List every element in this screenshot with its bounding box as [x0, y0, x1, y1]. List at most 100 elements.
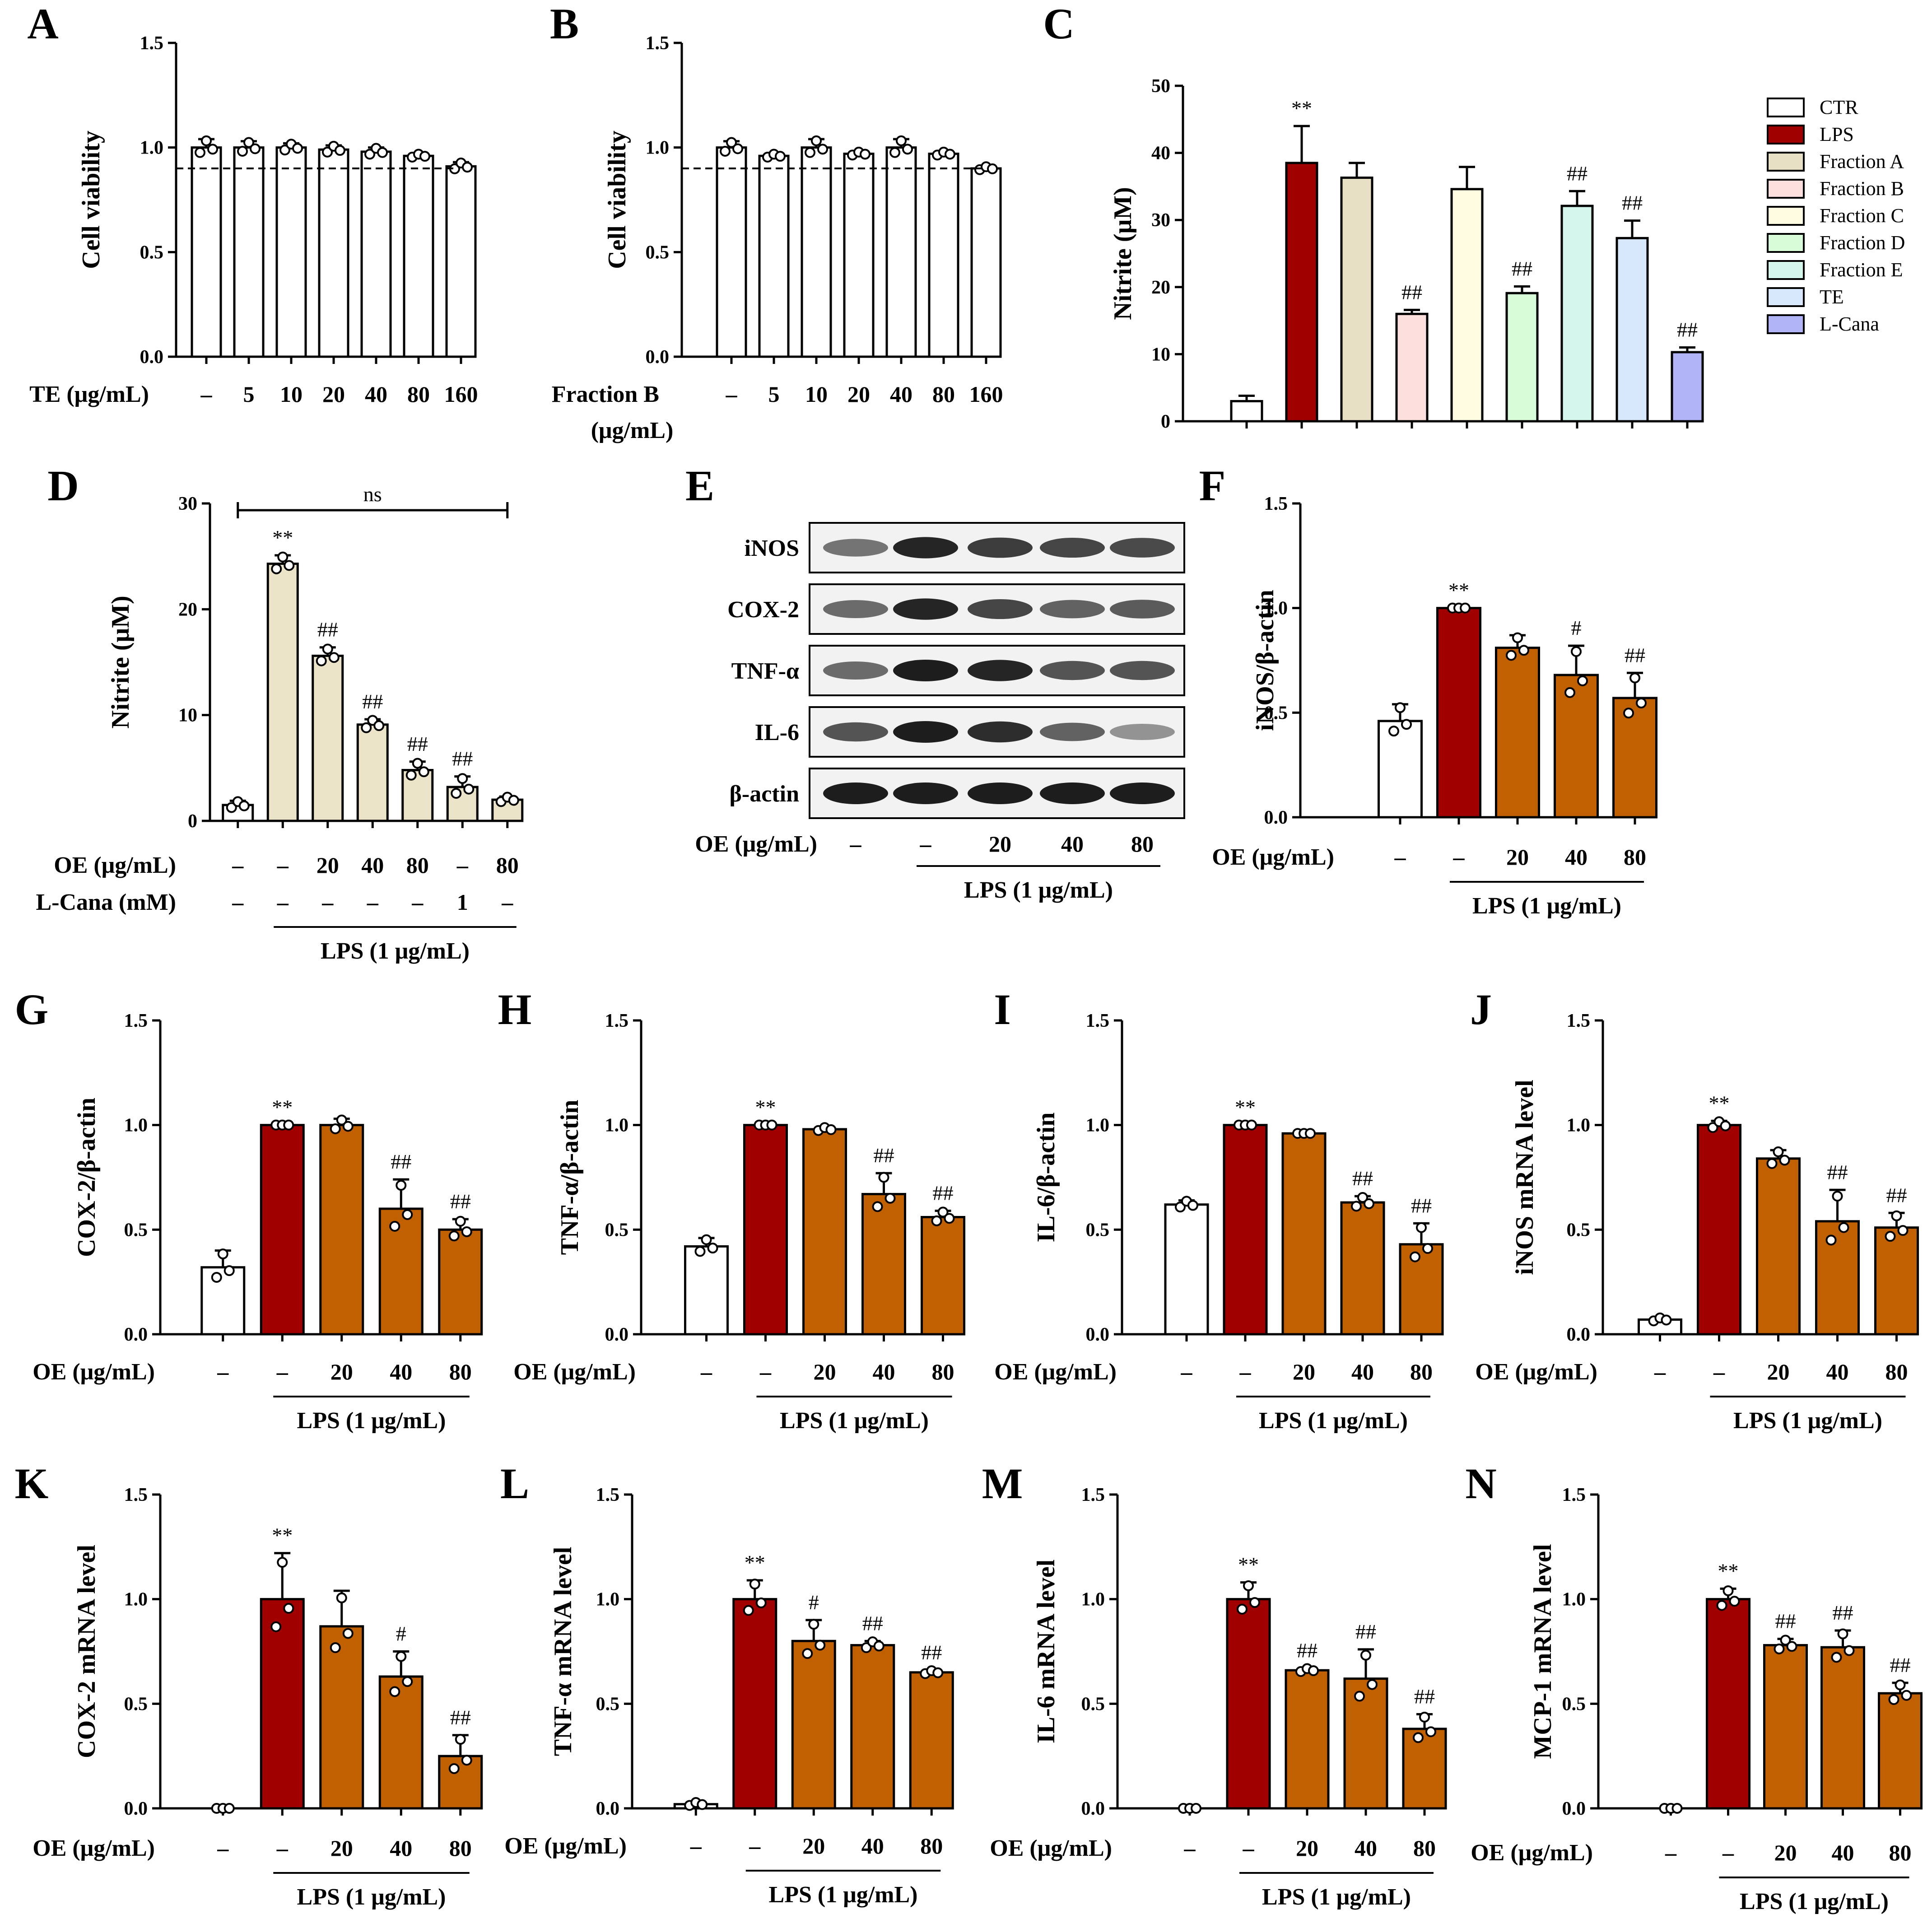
bar-B-6: [970, 167, 1002, 358]
data-point-G: [402, 1209, 413, 1220]
y-tick-label-H: 0.5: [605, 1220, 629, 1240]
x-tick-label-B: 40: [890, 382, 912, 407]
data-point-L: [808, 1619, 819, 1630]
data-point-H: [872, 1201, 883, 1212]
x-row-label-H: OE (μg/mL): [513, 1359, 636, 1385]
data-point-M: [1249, 1597, 1260, 1608]
x-tick-label-2-D: –: [277, 889, 289, 915]
x-tick-label-I: 40: [1351, 1359, 1374, 1384]
bar-A-5: [403, 154, 434, 358]
y-tick-label-F: 0.0: [1264, 807, 1288, 828]
x-row-label-2-B: (μg/mL): [591, 418, 674, 443]
blot-row-label: TNF-α: [731, 658, 799, 684]
x-tick-label-B: 5: [768, 382, 780, 407]
x-tick-label-H: –: [700, 1359, 712, 1384]
x-tick-label-N: –: [1665, 1840, 1677, 1865]
bar-D-2: [312, 654, 344, 822]
y-axis-title-F: iNOS/β-actin: [1251, 590, 1279, 731]
x-tick-label-L: –: [690, 1833, 702, 1858]
x-tick-label-M: 20: [1296, 1835, 1318, 1861]
x-tick-label-D: –: [232, 852, 244, 878]
data-point-D: [412, 758, 423, 769]
x-tick-label-H: 20: [814, 1359, 836, 1384]
data-point-D: [508, 795, 519, 806]
bar-M-2: [1285, 1669, 1330, 1810]
x-tick-label-G: 20: [331, 1359, 353, 1384]
significance-mark-N: ##: [1890, 1653, 1911, 1677]
y-axis-title-M: IL-6 mRNA level: [1032, 1560, 1060, 1744]
data-point-A: [419, 151, 430, 162]
data-point-B: [889, 147, 900, 158]
blot-band: [968, 599, 1033, 619]
data-point-L: [815, 1639, 826, 1651]
legend-entry: Fraction C: [1820, 205, 1904, 227]
x-tick-label-I: –: [1239, 1359, 1252, 1384]
data-point-L: [861, 1642, 872, 1653]
significance-mark-N: **: [1718, 1560, 1739, 1583]
data-point-I: [1305, 1128, 1316, 1139]
significance-mark-C: **: [1291, 97, 1312, 120]
blot-band: [823, 600, 888, 618]
significance-mark-D: **: [272, 526, 293, 549]
x-tick-label-H: –: [759, 1359, 772, 1384]
bar-I-4: [1399, 1243, 1444, 1336]
x-tick-label-K: –: [276, 1835, 289, 1861]
x-tick-label-E: –: [920, 831, 932, 857]
significance-mark-D: ##: [317, 618, 338, 641]
data-point-K: [448, 1763, 460, 1774]
data-point-N: [1844, 1645, 1855, 1656]
data-point-F: [1388, 726, 1399, 737]
data-point-K: [283, 1603, 294, 1614]
bar-A-2: [275, 146, 307, 358]
y-tick-label-I: 1.5: [1086, 1011, 1110, 1031]
y-tick-label-F: 1.0: [1264, 598, 1288, 619]
x-tick-label-B: –: [726, 382, 738, 407]
y-axis-title-A: Cell viability: [77, 130, 105, 269]
blot-band: [1110, 538, 1175, 558]
bar-A-3: [318, 148, 349, 358]
bar-A-0: [191, 146, 222, 358]
x-tick-label-I: –: [1181, 1359, 1193, 1384]
y-tick-label-H: 1.0: [605, 1115, 629, 1136]
data-point-A: [243, 137, 254, 148]
significance-mark-M: ##: [1297, 1639, 1317, 1662]
data-point-M: [1191, 1803, 1201, 1814]
panel-label-F: F: [1199, 461, 1226, 510]
bar-I-3: [1340, 1201, 1385, 1336]
y-tick-label-A: 1.5: [140, 33, 164, 54]
blot-band: [1040, 538, 1105, 558]
bar-L-3: [850, 1644, 895, 1810]
legend-entry: L-Cana: [1820, 313, 1879, 335]
bar-F-3: [1554, 674, 1599, 819]
data-point-D: [361, 722, 372, 733]
x-tick-label-E: 20: [989, 831, 1011, 857]
data-point-D: [277, 551, 289, 563]
significance-mark-F: ##: [1625, 643, 1645, 666]
bar-L-2: [791, 1639, 836, 1810]
blot-band: [893, 721, 958, 743]
y-axis-title-K: COX-2 mRNA level: [73, 1545, 101, 1758]
x-tick-label-F: –: [1394, 844, 1406, 870]
data-point-I: [1422, 1243, 1433, 1254]
y-tick-label-N: 1.5: [1562, 1485, 1586, 1505]
data-point-A: [322, 146, 333, 158]
x-tick-label-J: 20: [1767, 1359, 1790, 1384]
y-tick-label-K: 0.5: [124, 1694, 148, 1714]
y-tick-label-C: 0: [1161, 411, 1170, 432]
x-row-label-L: OE (μg/mL): [504, 1833, 627, 1859]
data-point-J: [1766, 1158, 1778, 1169]
y-tick-label-B: 0.5: [646, 242, 670, 263]
data-point-B: [896, 135, 907, 146]
data-point-D: [457, 773, 468, 784]
legend-entry: Fraction B: [1820, 177, 1904, 200]
x-tick-label-B: 10: [805, 382, 828, 407]
significance-mark-J: **: [1709, 1091, 1730, 1114]
data-point-D: [226, 802, 237, 813]
data-point-A: [250, 143, 261, 154]
data-point-D: [322, 643, 333, 655]
panel-label-A: A: [27, 0, 58, 48]
data-point-M: [1425, 1726, 1436, 1737]
y-axis-title-H: TNF-α/β-actin: [556, 1100, 584, 1255]
significance-mark-K: ##: [450, 1706, 471, 1729]
legend-entry: Fraction D: [1820, 232, 1905, 254]
